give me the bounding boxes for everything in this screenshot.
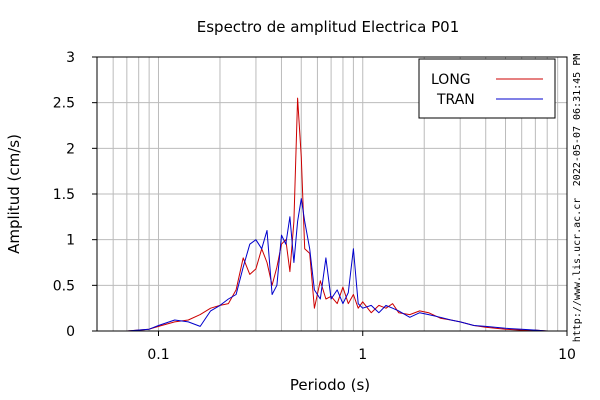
y-tick-label: 2.5 [53, 96, 75, 112]
y-tick-label: 0.5 [53, 278, 75, 294]
timestamp-label: 2022-05-07 06:31:45 PM [572, 54, 583, 186]
x-tick-label: 10 [558, 347, 576, 363]
y-tick-label: 1 [66, 233, 75, 249]
legend-box [418, 58, 556, 119]
y-tick-label: 1.5 [53, 187, 75, 203]
y-axis-ticks: 0 0.5 1 1.5 2 2.5 3 [53, 50, 97, 340]
x-axis-label: Periodo (s) [290, 376, 370, 394]
legend: LONG TRAN [418, 58, 556, 119]
x-tick-label: 1 [358, 347, 367, 363]
source-url-label: http://www.lis.ucr.ac.cr [572, 198, 583, 343]
x-axis-ticks: 0.1 1 10 [147, 331, 576, 363]
x-tick-label: 0.1 [147, 347, 169, 363]
legend-label-long: LONG [431, 72, 471, 88]
y-tick-label: 0 [66, 324, 75, 340]
legend-label-tran: TRAN [436, 92, 475, 108]
y-tick-label: 2 [66, 141, 75, 157]
chart-title: Espectro de amplitud Electrica P01 [197, 18, 460, 36]
y-tick-label: 3 [66, 50, 75, 66]
series-layer [97, 97, 567, 332]
series-line-long [97, 97, 567, 332]
series-line-tran [97, 198, 567, 332]
y-axis-label: Amplitud (cm/s) [5, 134, 23, 254]
